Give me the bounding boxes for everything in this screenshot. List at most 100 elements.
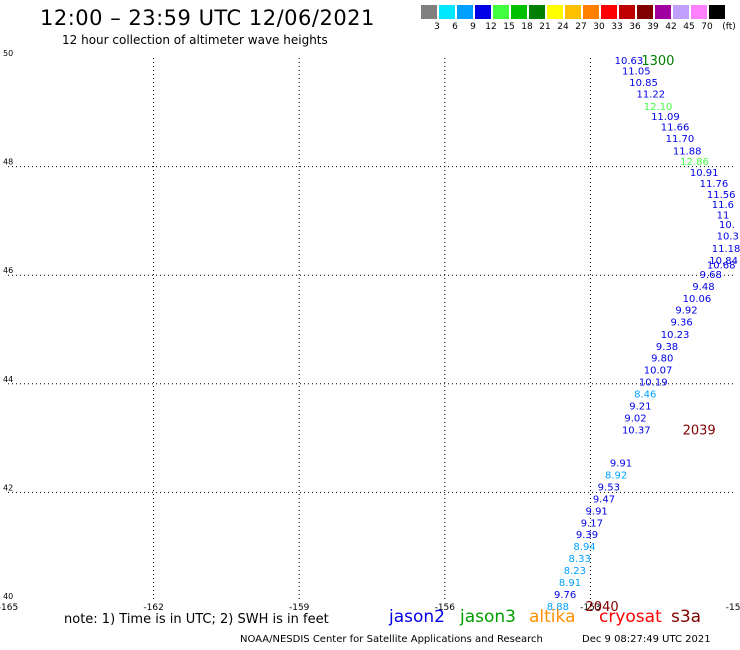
legend-swatch [421, 5, 437, 19]
pass-time-label: 2040 [586, 600, 619, 615]
legend-label: 24 [557, 22, 569, 32]
legend-label: 21 [539, 22, 551, 32]
wave-height-value: 12.10 [644, 102, 673, 113]
wave-height-value: 10.85 [629, 78, 658, 89]
lat-tick-label: 48 [3, 158, 13, 167]
map-title: 12:00 – 23:59 UTC 12/06/2021 [40, 6, 375, 30]
wave-height-value: 11.18 [712, 244, 740, 255]
wave-height-value: 8.94 [573, 542, 595, 553]
wave-height-value: 8.23 [564, 566, 586, 577]
satellite-cryosat: cryosat [599, 607, 662, 627]
legend-swatch [475, 5, 491, 19]
wave-height-value: 9.92 [675, 305, 697, 316]
legend-swatch [691, 5, 707, 19]
legend-swatch [601, 5, 617, 19]
legend-label: 6 [452, 22, 458, 32]
units-note: note: 1) Time is in UTC; 2) SWH is in fe… [64, 612, 329, 627]
grid-lines [8, 58, 736, 601]
legend-swatch [655, 5, 671, 19]
wave-height-value: 11.6 [712, 200, 734, 211]
legend-label: 18 [521, 22, 533, 32]
axis-ticks: -165 -162 -159 -156 -153 -150 50 48 46 44 42 40 [0, 49, 740, 613]
legend-swatch [439, 5, 455, 19]
lon-tick-label: -153 [580, 603, 600, 613]
wave-height-value: 11.05 [622, 66, 651, 77]
wave-height-value: 9.39 [576, 530, 598, 541]
wave-height-value: 10.84 [709, 256, 738, 267]
lon-tick-label: -156 [435, 603, 456, 613]
legend-label: 12 [485, 22, 497, 32]
lat-tick-label: 50 [3, 49, 13, 58]
wave-height-value: 11.66 [661, 122, 690, 133]
legend-swatch [493, 5, 509, 19]
wave-height-value: 9.02 [624, 413, 646, 424]
lat-tick-label: 42 [3, 483, 13, 492]
wave-height-value: 9.53 [598, 482, 620, 493]
legend-swatch [547, 5, 563, 19]
wave-height-value: 11.76 [700, 179, 729, 190]
satellite-jason2: jason2 [389, 607, 445, 627]
map-subtitle: 12 hour collection of altimeter wave hei… [62, 33, 328, 47]
wave-height-value: 9.68 [700, 270, 722, 281]
wave-height-value: 9.80 [651, 354, 673, 365]
legend-label: 33 [611, 22, 623, 32]
wave-height-value: 10.07 [644, 366, 673, 377]
pass-time-labels: 1300 2039 2040 [586, 54, 716, 615]
wave-height-value: 8.91 [559, 578, 581, 589]
legend-swatch [511, 5, 527, 19]
legend-swatch [565, 5, 581, 19]
wave-height-value: 10.06 [683, 294, 712, 305]
wave-height-value: 11.56 [707, 190, 736, 201]
lon-tick-label: -150 [726, 603, 740, 613]
wave-height-value: 10.23 [661, 330, 690, 341]
legend-label: 70 [701, 22, 713, 32]
wave-height-value: 11.88 [673, 146, 702, 157]
lon-tick-label: -162 [143, 603, 163, 613]
wave-height-value: 10.68 [707, 260, 736, 271]
legend-label: 36 [629, 22, 641, 32]
wave-height-value: 10.19 [639, 378, 668, 389]
wave-height-value: 9.38 [656, 342, 678, 353]
wave-height-value: 11.70 [666, 134, 695, 145]
legend-swatch [457, 5, 473, 19]
wave-height-value: 9.47 [593, 494, 615, 505]
legend-label: 3 [434, 22, 440, 32]
wave-height-value: 9.91 [610, 459, 632, 470]
legend-swatch [529, 5, 545, 19]
pass-time-label: 1300 [641, 54, 674, 69]
legend-unit: (ft) [722, 22, 736, 32]
wave-height-value: 9.91 [586, 506, 608, 517]
wave-height-value: 8.92 [605, 470, 627, 481]
legend-label: 15 [503, 22, 515, 32]
generated-timestamp: Dec 9 08:27:49 UTC 2021 [582, 634, 711, 645]
wave-height-value: 9.36 [670, 317, 692, 328]
legend-swatch [583, 5, 599, 19]
wave-height-value: 8.46 [634, 390, 656, 401]
satellite-altika: altika [529, 607, 576, 627]
wave-height-value: 10.63 [615, 56, 644, 67]
legend-swatch [637, 5, 653, 19]
legend-swatch [673, 5, 689, 19]
lat-tick-label: 46 [3, 266, 13, 275]
lat-tick-label: 40 [3, 592, 13, 601]
wave-height-value: 9.76 [554, 590, 576, 601]
legend-label: 39 [647, 22, 659, 32]
credit-line: NOAA/NESDIS Center for Satellite Applica… [240, 634, 543, 645]
lat-tick-label: 44 [3, 375, 13, 384]
wave-height-value: 10. [719, 220, 735, 231]
wave-height-value: 10.37 [622, 425, 651, 436]
legend-label: 9 [470, 22, 476, 32]
wave-height-value: 9.48 [692, 282, 714, 293]
wave-height-value: 10.91 [690, 168, 719, 179]
wave-height-value: 11 [717, 210, 730, 221]
wave-height-value: 11.09 [651, 112, 680, 123]
wave-height-value: 8.88 [547, 602, 569, 613]
satellite-s3a: s3a [671, 607, 702, 627]
wave-height-value: 12.86 [680, 157, 709, 168]
wave-height-value: 9.21 [629, 402, 651, 413]
wave-height-value: 11.22 [637, 89, 666, 100]
pass-time-label: 2039 [683, 423, 716, 438]
legend-label: 45 [683, 22, 695, 32]
